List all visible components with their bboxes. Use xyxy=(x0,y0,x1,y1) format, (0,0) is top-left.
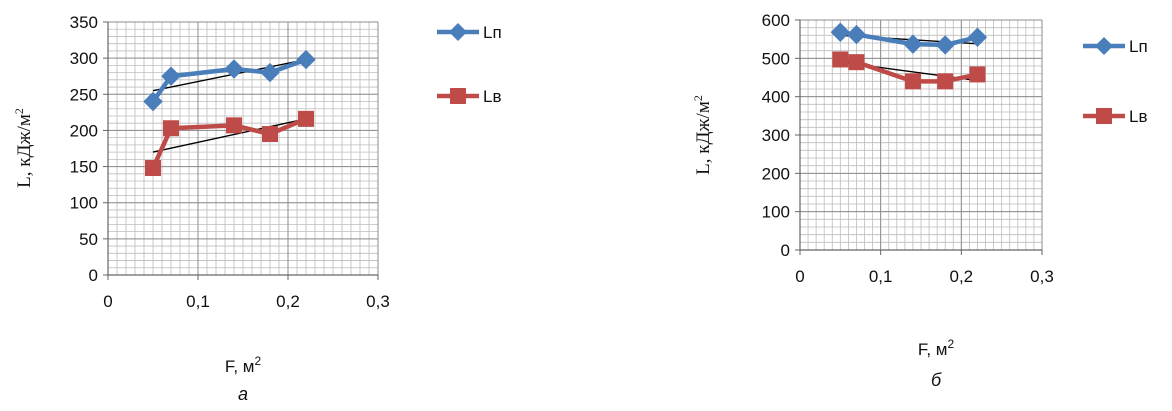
y-tick-label: 200 xyxy=(762,164,790,183)
y-tick-label: 350 xyxy=(70,13,98,32)
data-point-lp xyxy=(830,22,851,42)
data-point-lv xyxy=(848,54,865,71)
legend-label: Lв xyxy=(483,87,502,106)
y-tick-label: 100 xyxy=(762,203,790,222)
y-tick-label: 500 xyxy=(762,49,790,68)
y-tick-label: 600 xyxy=(762,11,790,30)
data-point-lv xyxy=(969,66,986,83)
x-tick-label: 0,2 xyxy=(276,292,300,311)
y-axis-label: L, кДж/м2 xyxy=(691,95,714,175)
x-axis-label: F, м2 xyxy=(918,337,955,359)
y-tick-label: 50 xyxy=(79,230,98,249)
x-tick-label: 0 xyxy=(103,292,112,311)
chart-b: 0 100 200 300 400 500 600 0 0,1 0,2 0,3 Lп Lв L, кДж/… xyxy=(691,11,1148,390)
y-tick-label: 150 xyxy=(70,158,98,177)
y-axis-label-text: L, кДж/м xyxy=(693,101,714,175)
data-point-lv xyxy=(262,126,278,143)
y-tick-label: 0 xyxy=(89,266,98,285)
data-point-lp xyxy=(161,66,181,86)
y-tick-label: 0 xyxy=(781,241,790,260)
chart-caption: а xyxy=(238,384,248,404)
data-point-lp xyxy=(935,35,955,55)
legend-marker-square xyxy=(1096,108,1112,124)
data-point-lv xyxy=(832,51,849,68)
y-axis-label-sup: 2 xyxy=(12,108,26,114)
data-point-lp xyxy=(260,62,280,83)
data-point-lp xyxy=(296,49,316,70)
x-tick-label: 0,3 xyxy=(1030,267,1054,286)
y-axis-label-text: L, кДж/м xyxy=(14,114,35,188)
legend-marker-square xyxy=(450,88,466,104)
data-point-lp xyxy=(846,24,867,45)
trendline xyxy=(152,118,307,153)
x-axis-label-text: F, м xyxy=(225,357,255,376)
minor-grid xyxy=(108,22,378,275)
x-tick-label: 0,1 xyxy=(869,267,893,286)
data-point-lv xyxy=(904,73,921,90)
data-point-lv xyxy=(298,110,314,127)
data-point-lv xyxy=(163,120,179,137)
y-tick-label: 250 xyxy=(70,85,98,104)
x-tick-label: 0,1 xyxy=(186,292,210,311)
data-point-lp xyxy=(143,91,163,112)
data-point-lv xyxy=(937,73,954,90)
legend-marker-diamond xyxy=(449,23,467,41)
legend-label: Lв xyxy=(1129,107,1148,126)
x-axis-label-sup: 2 xyxy=(254,354,261,368)
x-tick-label: 0,2 xyxy=(950,267,974,286)
x-axis-label-sup: 2 xyxy=(947,337,954,351)
y-axis-label: L, кДж/м2 xyxy=(12,108,35,188)
y-tick-label: 300 xyxy=(70,49,98,68)
data-point-lv xyxy=(226,117,242,134)
legend-label: Lп xyxy=(1129,37,1148,56)
y-tick-label: 200 xyxy=(70,121,98,140)
data-point-lp xyxy=(903,34,923,54)
x-tick-label: 0,3 xyxy=(366,292,390,311)
legend-label: Lп xyxy=(483,23,502,42)
x-tick-label: 0 xyxy=(795,267,804,286)
chart-a: 0 50 100 150 200 250 300 350 0 0,1 0,2 0,3 Lп Lв L, кД… xyxy=(12,13,502,404)
y-tick-label: 400 xyxy=(762,88,790,107)
data-point-lp xyxy=(224,59,244,79)
y-axis-label-sup: 2 xyxy=(691,95,705,101)
data-point-lv xyxy=(145,160,161,177)
legend-marker-diamond xyxy=(1095,37,1113,55)
data-point-lp xyxy=(967,27,988,47)
x-axis-label: F, м2 xyxy=(225,354,262,376)
y-tick-label: 100 xyxy=(70,194,98,213)
chart-caption: б xyxy=(931,370,942,390)
trendline xyxy=(152,58,307,92)
y-tick-label: 300 xyxy=(762,126,790,145)
x-axis-label-text: F, м xyxy=(918,340,948,359)
